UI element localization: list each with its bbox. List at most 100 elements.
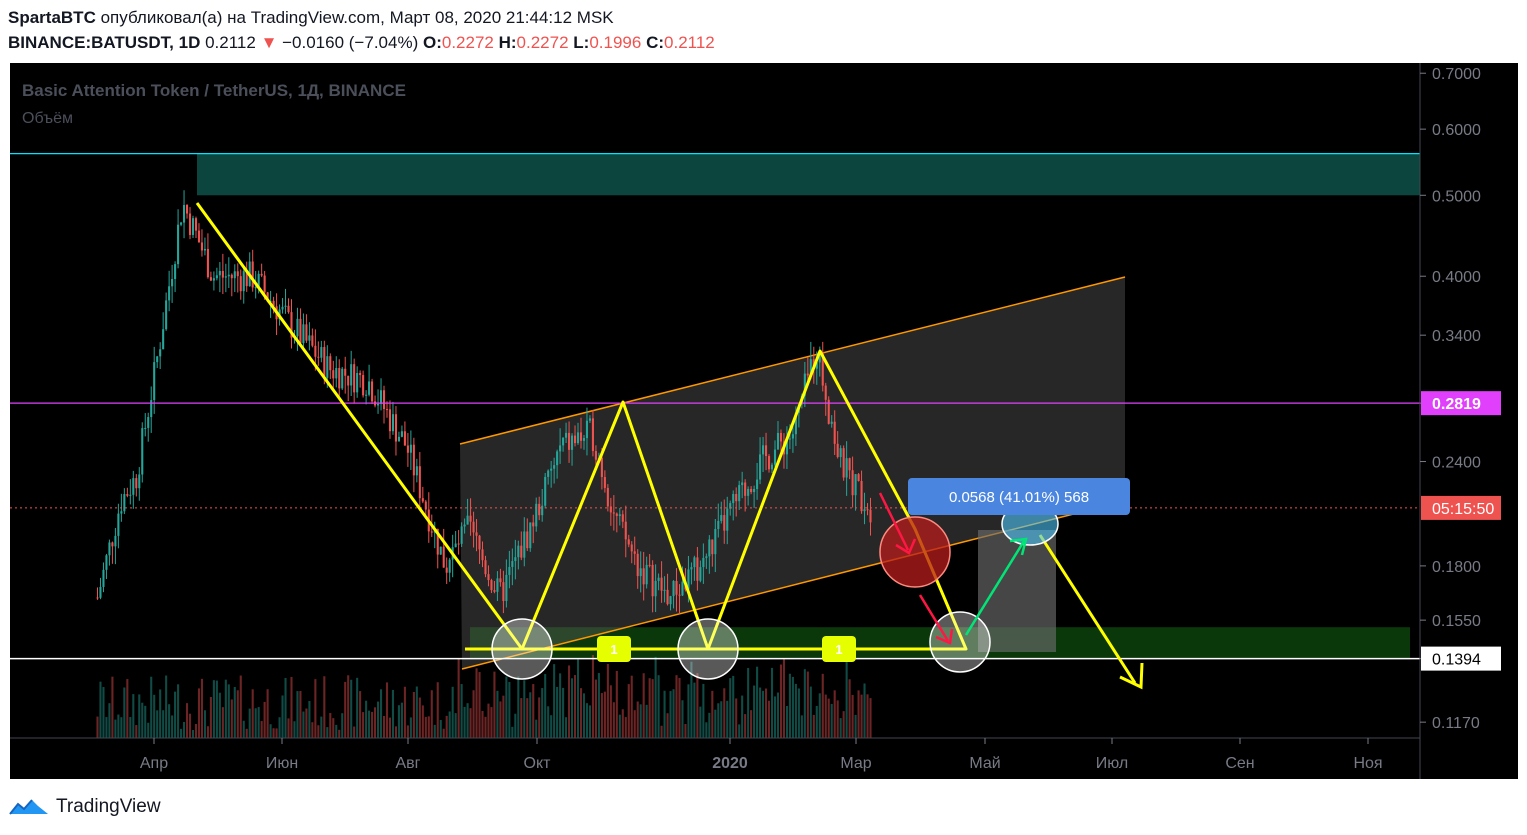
volume-bar — [600, 693, 603, 738]
price-axis[interactable] — [1420, 63, 1518, 779]
footer-brand[interactable]: TradingView — [8, 796, 161, 818]
volume-bar — [815, 705, 818, 738]
volume-bar — [532, 684, 535, 738]
volume-bar — [568, 665, 571, 738]
candle-body — [726, 508, 729, 531]
candle-body — [663, 589, 666, 591]
volume-bar — [365, 700, 368, 738]
volume-bar — [206, 726, 209, 738]
volume-bar — [785, 705, 788, 738]
volume-bar — [502, 695, 505, 738]
candle-body — [439, 546, 442, 555]
volume-bar — [779, 664, 783, 738]
author-name[interactable]: SpartaBTC — [8, 8, 96, 27]
volume-bar — [463, 706, 466, 738]
volume-bar — [735, 698, 738, 738]
volume-bar — [579, 688, 583, 738]
volume-bar — [180, 728, 183, 738]
volume-bar — [275, 728, 278, 738]
candle-body — [221, 270, 224, 278]
y-tick-label: 0.2400 — [1432, 455, 1481, 472]
volume-bar — [218, 692, 221, 738]
volume-bar — [344, 681, 347, 738]
candle-body — [105, 555, 108, 570]
volume-bar — [499, 701, 502, 738]
volume-bar — [851, 694, 854, 738]
candle-body — [481, 549, 484, 561]
volume-bar — [618, 714, 621, 738]
candle-body — [180, 222, 183, 225]
candle-body — [842, 448, 845, 478]
volume-bar — [630, 675, 633, 738]
breakdown-circle-marker — [879, 516, 951, 588]
candle-body — [260, 273, 263, 276]
candle-body — [866, 509, 869, 511]
volume-bar — [732, 675, 735, 738]
y-tick-label: 0.7000 — [1432, 66, 1481, 83]
volume-bar — [514, 713, 517, 738]
volume-bar — [603, 691, 606, 738]
candle-body — [418, 466, 421, 499]
volume-bar — [194, 724, 198, 738]
volume-bar — [860, 694, 863, 738]
candle-body — [651, 564, 654, 597]
volume-bar — [562, 687, 565, 738]
volume-bar — [368, 710, 371, 738]
volume-bar — [526, 698, 529, 738]
candle-body — [379, 390, 383, 404]
candle-body — [359, 372, 362, 376]
candle-body — [138, 474, 141, 489]
volume-bar — [287, 718, 290, 738]
volume-bar — [597, 673, 600, 738]
candle-body — [788, 438, 791, 440]
volume-bar — [138, 694, 141, 738]
candle-body — [588, 418, 591, 421]
candle-body — [654, 580, 657, 597]
volume-bar — [765, 688, 768, 738]
candle-body — [547, 470, 550, 477]
volume-bar — [200, 678, 203, 738]
volume-bar — [442, 728, 445, 738]
candle-body — [159, 349, 162, 357]
candle-body — [445, 567, 448, 573]
candle-body — [624, 521, 627, 540]
volume-bar — [135, 725, 138, 738]
candle-body — [562, 437, 565, 446]
volume-bar — [762, 690, 765, 738]
volume-bar — [687, 684, 690, 738]
candle-body — [269, 300, 272, 302]
ohlc-header: BINANCE:BATUSDT, 1D 0.2112 ▼ −0.0160 (−7… — [8, 33, 715, 53]
volume-bar — [191, 729, 195, 738]
volume-bar — [114, 719, 117, 738]
volume-bar — [242, 720, 245, 738]
candle-body — [108, 542, 111, 556]
candle-body — [215, 275, 218, 279]
chart-svg[interactable]: 1 1 0.0568 (41.01%) 568 0.7000 0.6000 0.5000… — [10, 63, 1518, 779]
candle-body — [732, 493, 735, 504]
candle-body — [99, 586, 102, 598]
projection-down-line — [1038, 534, 1137, 684]
volume-bar — [197, 688, 201, 738]
volume-bar — [559, 673, 562, 738]
candle-body — [135, 478, 138, 489]
volume-bar — [702, 683, 705, 738]
candle-body — [612, 512, 615, 514]
candle-body — [353, 364, 356, 393]
volume-bar — [684, 723, 687, 738]
chart-area[interactable]: 1 1 0.0568 (41.01%) 568 0.7000 0.6000 0.5000… — [10, 63, 1518, 779]
volume-bar — [150, 676, 153, 738]
volume-bar — [144, 705, 147, 738]
candle-body — [469, 515, 472, 522]
volume-bar — [651, 679, 654, 738]
y-tick-label: 0.1550 — [1432, 613, 1481, 630]
red-arrow-2 — [918, 594, 950, 642]
candle-body — [239, 276, 242, 292]
volume-bar — [168, 704, 171, 738]
candle-body — [487, 574, 490, 581]
candle-body — [272, 300, 275, 307]
volume-bar — [460, 684, 463, 738]
candle-body — [636, 553, 639, 577]
candle-body — [645, 564, 648, 585]
candle-body — [770, 464, 774, 470]
volume-bar — [466, 703, 469, 738]
